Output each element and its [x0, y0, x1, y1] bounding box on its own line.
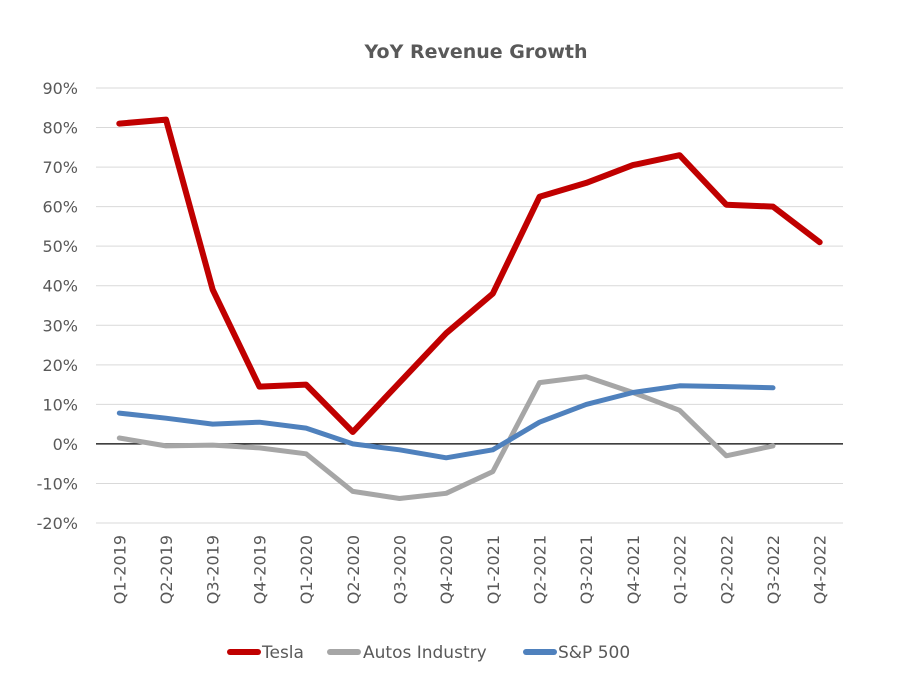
y-tick-label: 80%	[42, 119, 78, 138]
x-tick-label: Q3-2020	[390, 535, 409, 604]
x-tick-label: Q3-2019	[204, 535, 223, 604]
legend-label: Tesla	[261, 643, 304, 663]
legend-label: Autos Industry	[363, 643, 487, 663]
x-tick-label: Q4-2019	[250, 535, 269, 604]
x-tick-label: Q1-2021	[484, 535, 503, 604]
series-line-tesla	[116, 116, 823, 435]
y-tick-label: 50%	[42, 237, 78, 256]
legend-label: S&P 500	[558, 643, 630, 663]
x-tick-label: Q4-2021	[624, 535, 643, 604]
x-tick-label: Q1-2019	[110, 535, 129, 604]
y-tick-label: 40%	[42, 277, 78, 296]
y-axis-tick-labels: 90% 80% 70% 60% 50% 40% 30% 20% 10% 0% -10% -20%	[37, 79, 78, 533]
y-tick-label: 20%	[42, 356, 78, 375]
x-tick-label: Q3-2022	[764, 535, 783, 604]
x-tick-label: Q3-2021	[577, 535, 596, 604]
x-tick-label: Q1-2022	[671, 535, 690, 604]
x-tick-label: Q2-2020	[344, 535, 363, 604]
series-line-autos-industry	[116, 374, 776, 501]
x-tick-label: Q4-2020	[437, 535, 456, 604]
y-tick-label: 70%	[42, 158, 78, 177]
chart-title: YoY Revenue Growth	[364, 41, 588, 63]
series-line-s-p-500	[116, 383, 776, 461]
y-tick-label: -20%	[37, 514, 78, 533]
y-tick-label: 0%	[53, 435, 78, 454]
legend: Tesla Autos Industry S&P 500	[227, 643, 630, 663]
y-tick-label: 90%	[42, 79, 78, 98]
y-tick-label: 10%	[42, 395, 78, 414]
series-lines	[116, 116, 823, 501]
gridlines	[96, 87, 843, 524]
y-tick-label: -10%	[37, 474, 78, 493]
x-tick-label: Q2-2019	[157, 535, 176, 604]
x-tick-label: Q4-2022	[811, 535, 830, 604]
x-tick-label: Q2-2021	[531, 535, 550, 604]
x-tick-label: Q1-2020	[297, 535, 316, 604]
y-tick-label: 30%	[42, 316, 78, 335]
x-tick-label: Q2-2022	[717, 535, 736, 604]
y-tick-label: 60%	[42, 198, 78, 217]
x-axis-tick-labels: Q1-2019 Q2-2019 Q3-2019 Q4-2019 Q1-2020 Q2-20…	[110, 535, 829, 604]
